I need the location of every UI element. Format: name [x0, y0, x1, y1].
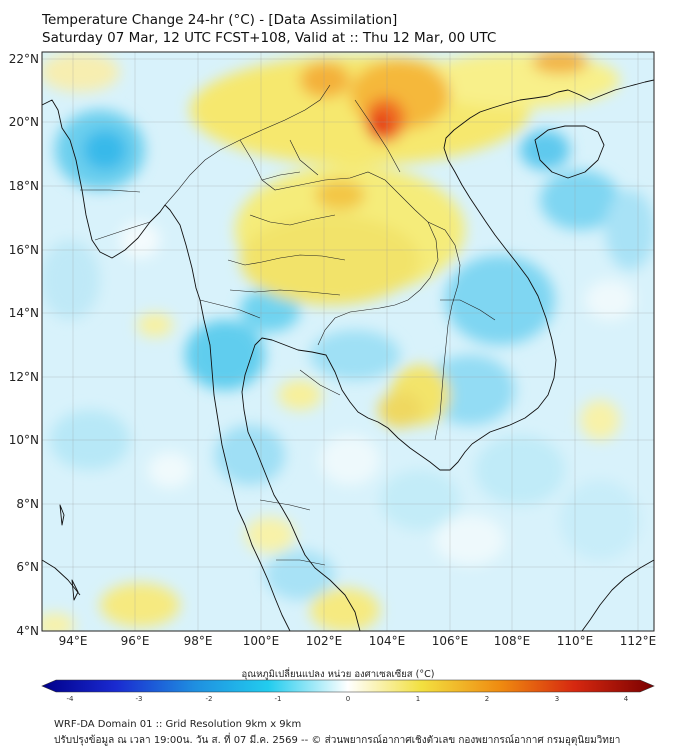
lon-tick: 110°E: [557, 634, 594, 648]
lat-tick: 8°N: [16, 497, 39, 511]
colorbar-tick: -1: [275, 695, 282, 703]
admin-borders: [80, 84, 496, 566]
footer-model-info: WRF-DA Domain 01 :: Grid Resolution 9km …: [54, 719, 302, 730]
colorbar-tick: -3: [136, 695, 143, 703]
graticule: [42, 52, 654, 631]
lon-tick: 102°E: [306, 634, 343, 648]
colorbar-tick: 2: [485, 695, 489, 703]
footer-credit: ปรับปรุงข้อมูล ณ เวลา 19:00น. วัน ส. ที่…: [54, 735, 621, 746]
lat-tick: 18°N: [9, 179, 39, 193]
colorbar-label: อุณหภูมิเปลี่ยนแปลง หน่วย องศาเซลเซียส (…: [241, 669, 435, 680]
lat-tick: 12°N: [9, 370, 39, 384]
lon-tick: 94°E: [59, 634, 88, 648]
temperature-field: [42, 52, 654, 631]
map-subtitle: Saturday 07 Mar, 12 UTC FCST+108, Valid …: [42, 30, 497, 46]
lat-tick: 14°N: [9, 306, 39, 320]
lat-tick: 22°N: [9, 52, 39, 66]
lat-tick: 6°N: [16, 560, 39, 574]
colorbar-tick: -2: [206, 695, 213, 703]
lat-tick: 20°N: [9, 115, 39, 129]
lon-tick: 112°E: [620, 634, 657, 648]
map-title: Temperature Change 24-hr (°C) - [Data As…: [42, 12, 398, 28]
colorbar: -4 -3 -2 -1 0 1 2 3 4: [41, 679, 655, 703]
colorbar-tick: -4: [67, 695, 75, 703]
lat-tick: 10°N: [9, 433, 39, 447]
lon-tick: 98°E: [184, 634, 213, 648]
lon-axis: 94°E 96°E 98°E 100°E 102°E 104°E 106°E 1…: [59, 634, 657, 648]
lat-tick: 16°N: [9, 243, 39, 257]
colorbar-tick: 0: [346, 695, 350, 703]
coastlines: [42, 79, 654, 631]
lat-tick: 4°N: [16, 624, 39, 638]
lon-tick: 106°E: [432, 634, 469, 648]
plot-frame: [41, 51, 655, 632]
colorbar-tick: 4: [624, 695, 629, 703]
lon-tick: 100°E: [243, 634, 280, 648]
lon-tick: 108°E: [494, 634, 531, 648]
lon-tick: 96°E: [121, 634, 150, 648]
lon-tick: 104°E: [369, 634, 406, 648]
colorbar-tick: 1: [416, 695, 420, 703]
colorbar-tick: 3: [555, 695, 559, 703]
lat-axis: 22°N 20°N 18°N 16°N 14°N 12°N 10°N 8°N 6…: [9, 52, 39, 638]
